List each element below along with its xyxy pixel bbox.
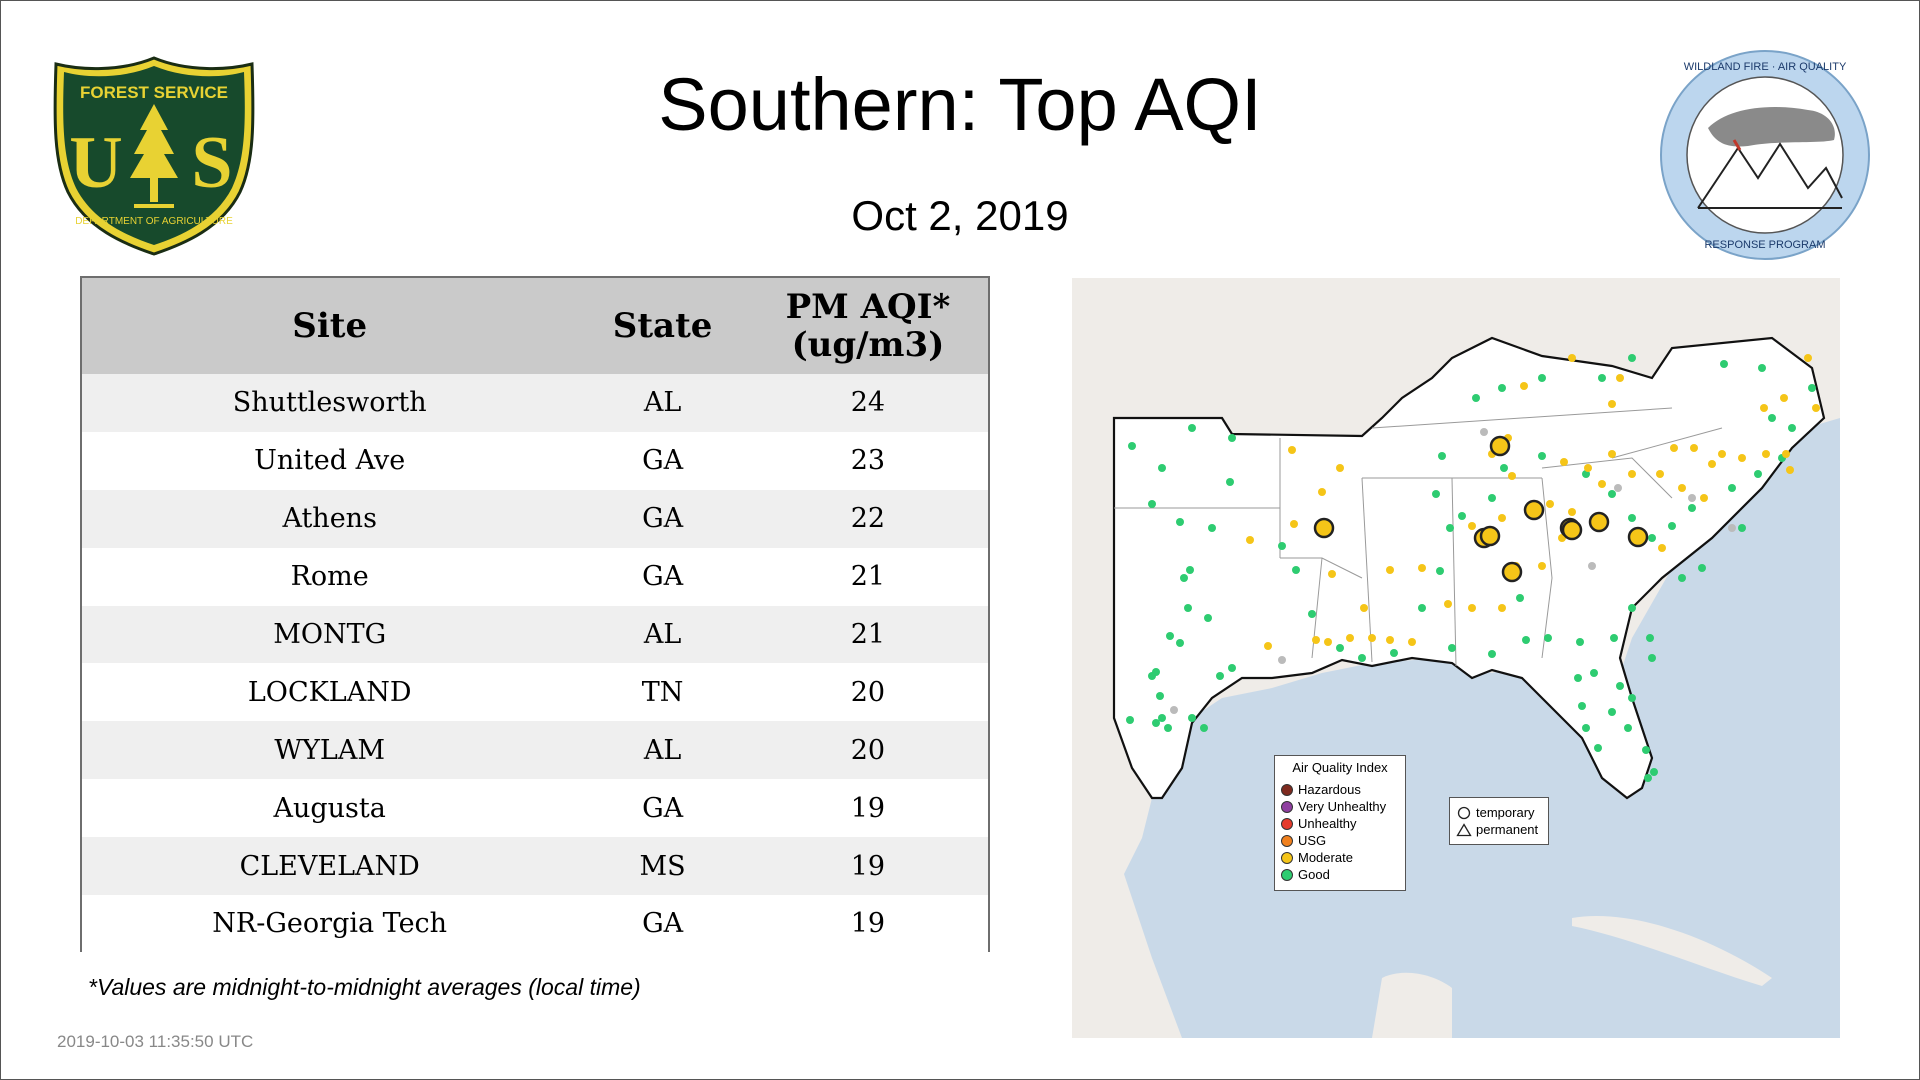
wildland-fire-logo: WILDLAND FIRE · AIR QUALITY RESPONSE PRO… — [1660, 50, 1870, 260]
header-pm-line1: PM AQI* — [785, 287, 951, 327]
table-row: Shuttlesworth AL 24 — [82, 374, 988, 432]
cell-site: Augusta — [82, 779, 578, 838]
cell-site: Athens — [82, 489, 578, 548]
moderate-dot — [1281, 851, 1293, 864]
cell-value: 20 — [747, 663, 988, 722]
timestamp: 2019-10-03 11:35:50 UTC — [57, 1032, 254, 1051]
legend-item-moderate: Moderate — [1281, 849, 1399, 866]
cell-site: NR-Georgia Tech — [82, 895, 578, 953]
table-row: Athens GA 22 — [82, 489, 988, 548]
header-pm-line2: (ug/m3) — [791, 325, 945, 365]
legend-item-good: Good — [1281, 866, 1399, 883]
page-title: Southern: Top AQI — [658, 63, 1262, 146]
cell-state: GA — [577, 431, 748, 490]
unhealthy-dot — [1281, 817, 1293, 830]
cell-value: 20 — [747, 721, 988, 780]
table-row: CLEVELAND MS 19 — [82, 837, 988, 896]
cell-site: Shuttlesworth — [82, 374, 578, 432]
table-row: WYLAM AL 20 — [82, 721, 988, 780]
table-header-row: Site State PM AQI* (ug/m3) — [82, 278, 988, 374]
good-dot — [1281, 868, 1293, 881]
cell-state: TN — [577, 663, 748, 722]
legend-item-very-unhealthy: Very Unhealthy — [1281, 798, 1399, 815]
header-site: Site — [82, 278, 578, 374]
aqi-table: Site State PM AQI* (ug/m3) Shuttlesworth… — [80, 276, 990, 953]
cell-site: LOCKLAND — [82, 663, 578, 722]
cell-value: 21 — [747, 605, 988, 664]
cell-state: GA — [577, 547, 748, 606]
map-land-yucatan — [1372, 972, 1452, 1038]
cell-site: WYLAM — [82, 721, 578, 780]
very-unhealthy-dot — [1281, 800, 1293, 813]
table-row: Augusta GA 19 — [82, 779, 988, 838]
cell-value: 19 — [747, 895, 988, 953]
cell-value: 23 — [747, 431, 988, 490]
table-row: United Ave GA 23 — [82, 431, 988, 490]
cell-site: United Ave — [82, 431, 578, 490]
cell-value: 24 — [747, 374, 988, 432]
cell-state: GA — [577, 489, 748, 548]
logo-top-text: FOREST SERVICE — [80, 83, 228, 102]
hazardous-dot — [1281, 783, 1293, 796]
legend-item-temporary: temporary — [1456, 804, 1542, 821]
cell-site: Rome — [82, 547, 578, 606]
circle-icon — [1457, 806, 1471, 819]
table-row: MONTG AL 21 — [82, 605, 988, 664]
legend-item-usg: USG — [1281, 832, 1399, 849]
triangle-icon — [1456, 822, 1472, 836]
legend-item-hazardous: Hazardous — [1281, 781, 1399, 798]
cell-state: AL — [577, 605, 748, 664]
svg-text:U: U — [69, 122, 122, 204]
cell-state: GA — [577, 895, 748, 953]
footnote: *Values are midnight-to-midnight average… — [88, 974, 641, 1000]
cell-state: AL — [577, 721, 748, 780]
cell-value: 19 — [747, 837, 988, 896]
cell-site: MONTG — [82, 605, 578, 664]
missing-monitors — [1170, 428, 1736, 714]
table-row: Rome GA 21 — [82, 547, 988, 606]
cell-value: 21 — [747, 547, 988, 606]
cell-site: CLEVELAND — [82, 837, 578, 896]
aqi-legend: Air Quality Index Hazardous Very Unhealt… — [1274, 755, 1406, 891]
logo-bottom-text: DEPARTMENT OF AGRICULTURE — [75, 216, 233, 227]
legend-title: Air Quality Index — [1292, 760, 1388, 775]
cell-state: GA — [577, 779, 748, 838]
cell-value: 19 — [747, 779, 988, 838]
cell-value: 22 — [747, 489, 988, 548]
monitor-type-legend: temporary permanent — [1449, 797, 1549, 845]
wildland-bottom-text: RESPONSE PROGRAM — [1704, 239, 1825, 251]
legend-item-unhealthy: Unhealthy — [1281, 815, 1399, 832]
map-land-cuba — [1572, 916, 1772, 986]
wildland-top-text: WILDLAND FIRE · AIR QUALITY — [1684, 61, 1847, 73]
legend-item-permanent: permanent — [1456, 821, 1542, 838]
cell-state: MS — [577, 837, 748, 896]
cell-state: AL — [577, 374, 748, 432]
svg-text:S: S — [191, 122, 232, 204]
report-date: Oct 2, 2019 — [851, 192, 1069, 239]
table-row: LOCKLAND TN 20 — [82, 663, 988, 722]
header-pm-aqi: PM AQI* (ug/m3) — [747, 278, 988, 374]
map-land-mexico — [1072, 838, 1182, 1038]
aqi-map — [1072, 278, 1840, 1038]
forest-service-logo: FOREST SERVICE U S DEPARTMENT OF AGRICUL… — [53, 56, 255, 256]
table-row: NR-Georgia Tech GA 19 — [82, 895, 988, 953]
header-state: State — [577, 278, 748, 374]
top-aqi-sites — [1313, 435, 1649, 583]
usg-dot — [1281, 834, 1293, 847]
